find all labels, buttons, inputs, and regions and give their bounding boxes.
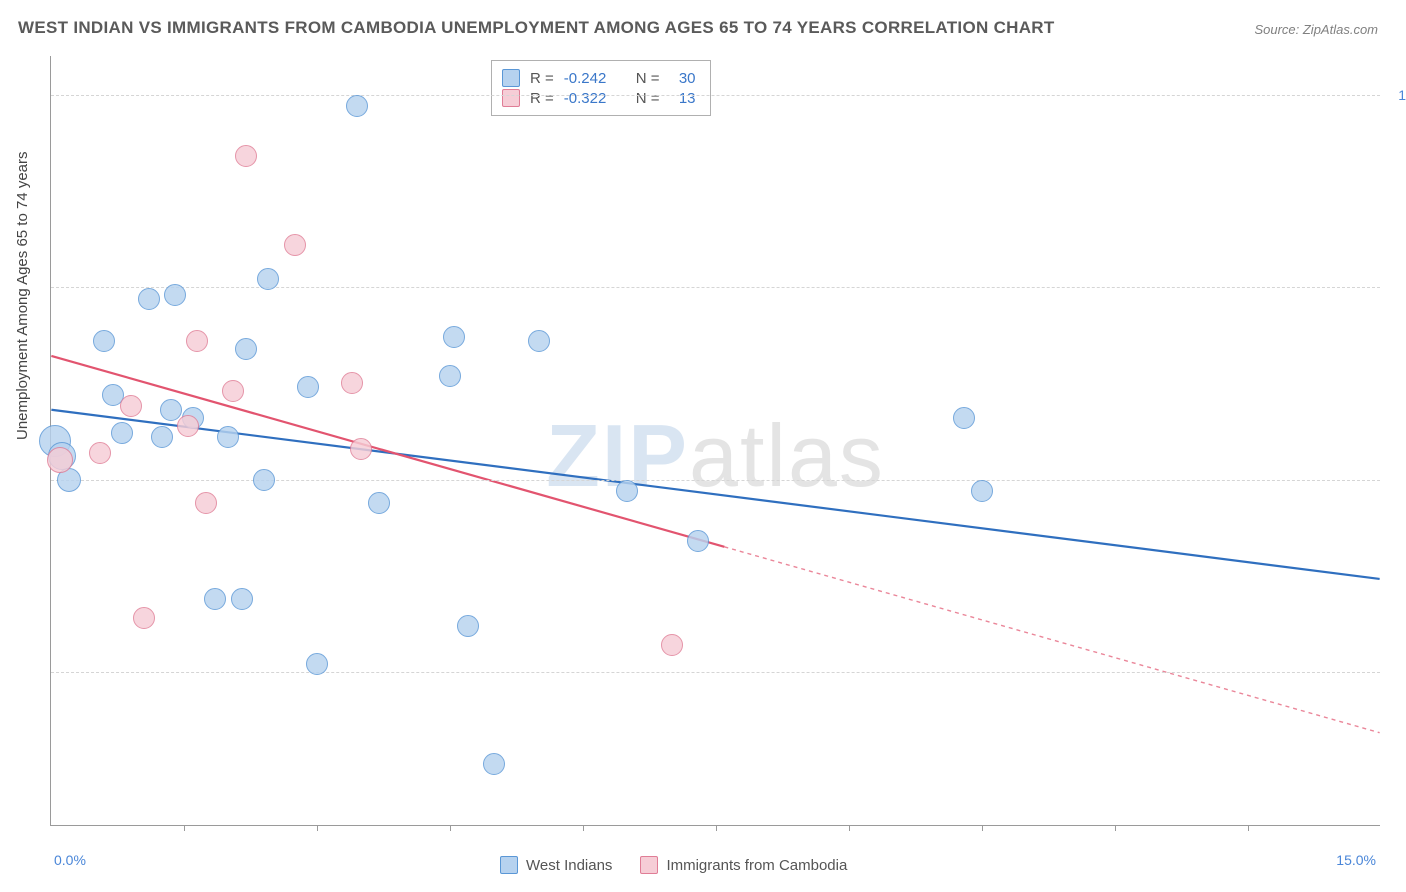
legend-swatch bbox=[640, 856, 658, 874]
y-axis-title: Unemployment Among Ages 65 to 74 years bbox=[14, 151, 31, 440]
data-point-west_indians bbox=[616, 480, 638, 502]
trend-line-immigrants_cambodia-extrap bbox=[724, 547, 1379, 733]
chart-title: WEST INDIAN VS IMMIGRANTS FROM CAMBODIA … bbox=[18, 18, 1055, 38]
x-tick bbox=[184, 825, 185, 831]
data-point-west_indians bbox=[439, 365, 461, 387]
data-point-immigrants_cambodia bbox=[120, 395, 142, 417]
data-point-immigrants_cambodia bbox=[89, 442, 111, 464]
x-axis-max-label: 15.0% bbox=[1336, 852, 1376, 868]
x-tick bbox=[716, 825, 717, 831]
legend-label: Immigrants from Cambodia bbox=[666, 857, 847, 874]
data-point-west_indians bbox=[138, 288, 160, 310]
r-label: R = bbox=[530, 90, 554, 107]
source-attribution: Source: ZipAtlas.com bbox=[1254, 22, 1378, 37]
x-axis-min-label: 0.0% bbox=[54, 852, 86, 868]
data-point-west_indians bbox=[443, 326, 465, 348]
data-point-west_indians bbox=[160, 399, 182, 421]
data-point-immigrants_cambodia bbox=[235, 145, 257, 167]
data-point-west_indians bbox=[528, 330, 550, 352]
data-point-west_indians bbox=[231, 588, 253, 610]
n-value: 13 bbox=[670, 90, 696, 107]
data-point-west_indians bbox=[253, 469, 275, 491]
data-point-west_indians bbox=[257, 268, 279, 290]
data-point-immigrants_cambodia bbox=[195, 492, 217, 514]
data-point-immigrants_cambodia bbox=[47, 447, 73, 473]
stat-row-immigrants_cambodia: R = -0.322 N = 13 bbox=[502, 89, 696, 107]
correlation-stat-box: R = -0.242 N = 30 R = -0.322 N = 13 bbox=[491, 60, 711, 116]
plot-area: ZIPatlas R =-0.242N =30R =-0.322N =13 2.… bbox=[50, 56, 1380, 826]
data-point-west_indians bbox=[306, 653, 328, 675]
data-point-immigrants_cambodia bbox=[186, 330, 208, 352]
stat-row-west_indians: R = -0.242 N = 30 bbox=[502, 69, 696, 87]
x-tick bbox=[849, 825, 850, 831]
data-point-immigrants_cambodia bbox=[350, 438, 372, 460]
data-point-west_indians bbox=[151, 426, 173, 448]
x-tick bbox=[583, 825, 584, 831]
data-point-immigrants_cambodia bbox=[222, 380, 244, 402]
data-point-immigrants_cambodia bbox=[133, 607, 155, 629]
data-point-west_indians bbox=[457, 615, 479, 637]
trend-line-immigrants_cambodia bbox=[51, 356, 724, 547]
n-label: N = bbox=[636, 90, 660, 107]
watermark: ZIPatlas bbox=[546, 405, 885, 507]
data-point-west_indians bbox=[368, 492, 390, 514]
data-point-west_indians bbox=[346, 95, 368, 117]
n-label: N = bbox=[636, 70, 660, 87]
legend-swatch bbox=[500, 856, 518, 874]
data-point-immigrants_cambodia bbox=[661, 634, 683, 656]
x-tick bbox=[450, 825, 451, 831]
n-value: 30 bbox=[670, 70, 696, 87]
trend-line-west_indians bbox=[51, 410, 1379, 579]
data-point-west_indians bbox=[93, 330, 115, 352]
y-tick-label: 10.0% bbox=[1398, 87, 1406, 103]
legend-swatch bbox=[502, 69, 520, 87]
grid-line bbox=[51, 672, 1380, 673]
data-point-west_indians bbox=[483, 753, 505, 775]
data-point-west_indians bbox=[297, 376, 319, 398]
grid-line bbox=[51, 95, 1380, 96]
r-value: -0.322 bbox=[564, 90, 618, 107]
r-label: R = bbox=[530, 70, 554, 87]
grid-line bbox=[51, 480, 1380, 481]
data-point-west_indians bbox=[235, 338, 257, 360]
data-point-west_indians bbox=[687, 530, 709, 552]
data-point-west_indians bbox=[971, 480, 993, 502]
legend-swatch bbox=[502, 89, 520, 107]
legend-item-immigrants_cambodia: Immigrants from Cambodia bbox=[640, 856, 847, 874]
grid-line bbox=[51, 287, 1380, 288]
data-point-west_indians bbox=[204, 588, 226, 610]
data-point-west_indians bbox=[953, 407, 975, 429]
x-tick bbox=[1115, 825, 1116, 831]
x-tick bbox=[982, 825, 983, 831]
x-tick bbox=[317, 825, 318, 831]
data-point-west_indians bbox=[111, 422, 133, 444]
data-point-west_indians bbox=[164, 284, 186, 306]
legend-item-west_indians: West Indians bbox=[500, 856, 612, 874]
data-point-west_indians bbox=[217, 426, 239, 448]
r-value: -0.242 bbox=[564, 70, 618, 87]
trend-lines-svg bbox=[51, 56, 1380, 825]
bottom-legend: West Indians Immigrants from Cambodia bbox=[500, 856, 847, 874]
legend-label: West Indians bbox=[526, 857, 612, 874]
x-tick bbox=[1248, 825, 1249, 831]
data-point-immigrants_cambodia bbox=[341, 372, 363, 394]
watermark-part2: atlas bbox=[689, 406, 885, 505]
data-point-immigrants_cambodia bbox=[177, 415, 199, 437]
data-point-immigrants_cambodia bbox=[284, 234, 306, 256]
